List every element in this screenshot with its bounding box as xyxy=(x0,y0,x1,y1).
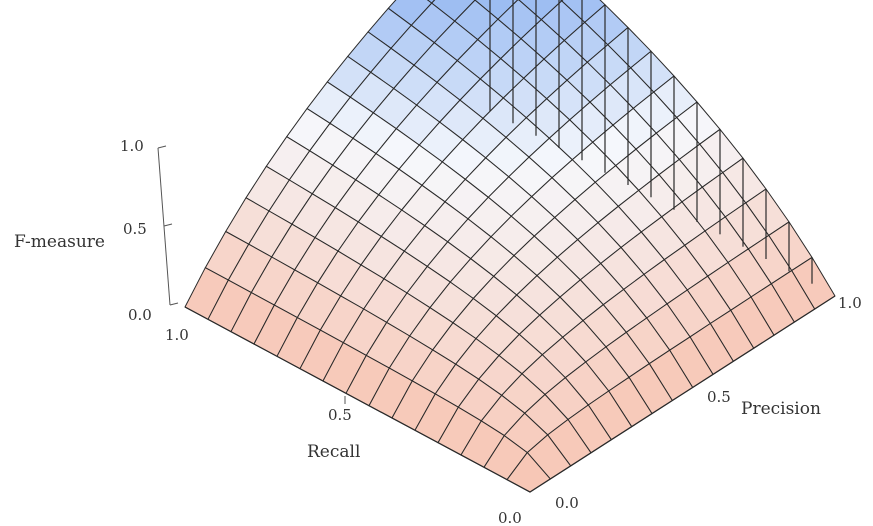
x-tick-label-mid: 0.5 xyxy=(328,406,352,424)
z-axis-line xyxy=(157,147,171,306)
z-axis-title: F-measure xyxy=(14,232,105,252)
x-tick-label-low: 0.0 xyxy=(498,509,522,526)
x-axis-title: Recall xyxy=(307,442,360,462)
z-tick-mark-top xyxy=(157,145,167,149)
axis-labels: 1.0 0.5 0.0 F-measure 1.0 0.5 0.0 Recall… xyxy=(14,137,862,526)
surface-mesh xyxy=(184,0,836,493)
y-tick-label-mid: 0.5 xyxy=(707,388,731,406)
y-tick-label-low: 0.0 xyxy=(555,494,579,512)
z-tick-label-top: 1.0 xyxy=(120,137,144,155)
z-tick-label-bottom: 0.0 xyxy=(128,306,152,324)
z-tick-label-mid: 0.5 xyxy=(123,220,147,238)
z-tick-mark-bottom xyxy=(169,302,179,306)
z-tick-mark-mid xyxy=(163,223,173,227)
y-tick-label-high: 1.0 xyxy=(838,294,862,312)
floor-outline xyxy=(184,295,836,493)
y-axis-title: Precision xyxy=(741,399,821,419)
surface-edge-skirt xyxy=(489,0,813,284)
x-tick-label-high: 1.0 xyxy=(165,326,189,344)
